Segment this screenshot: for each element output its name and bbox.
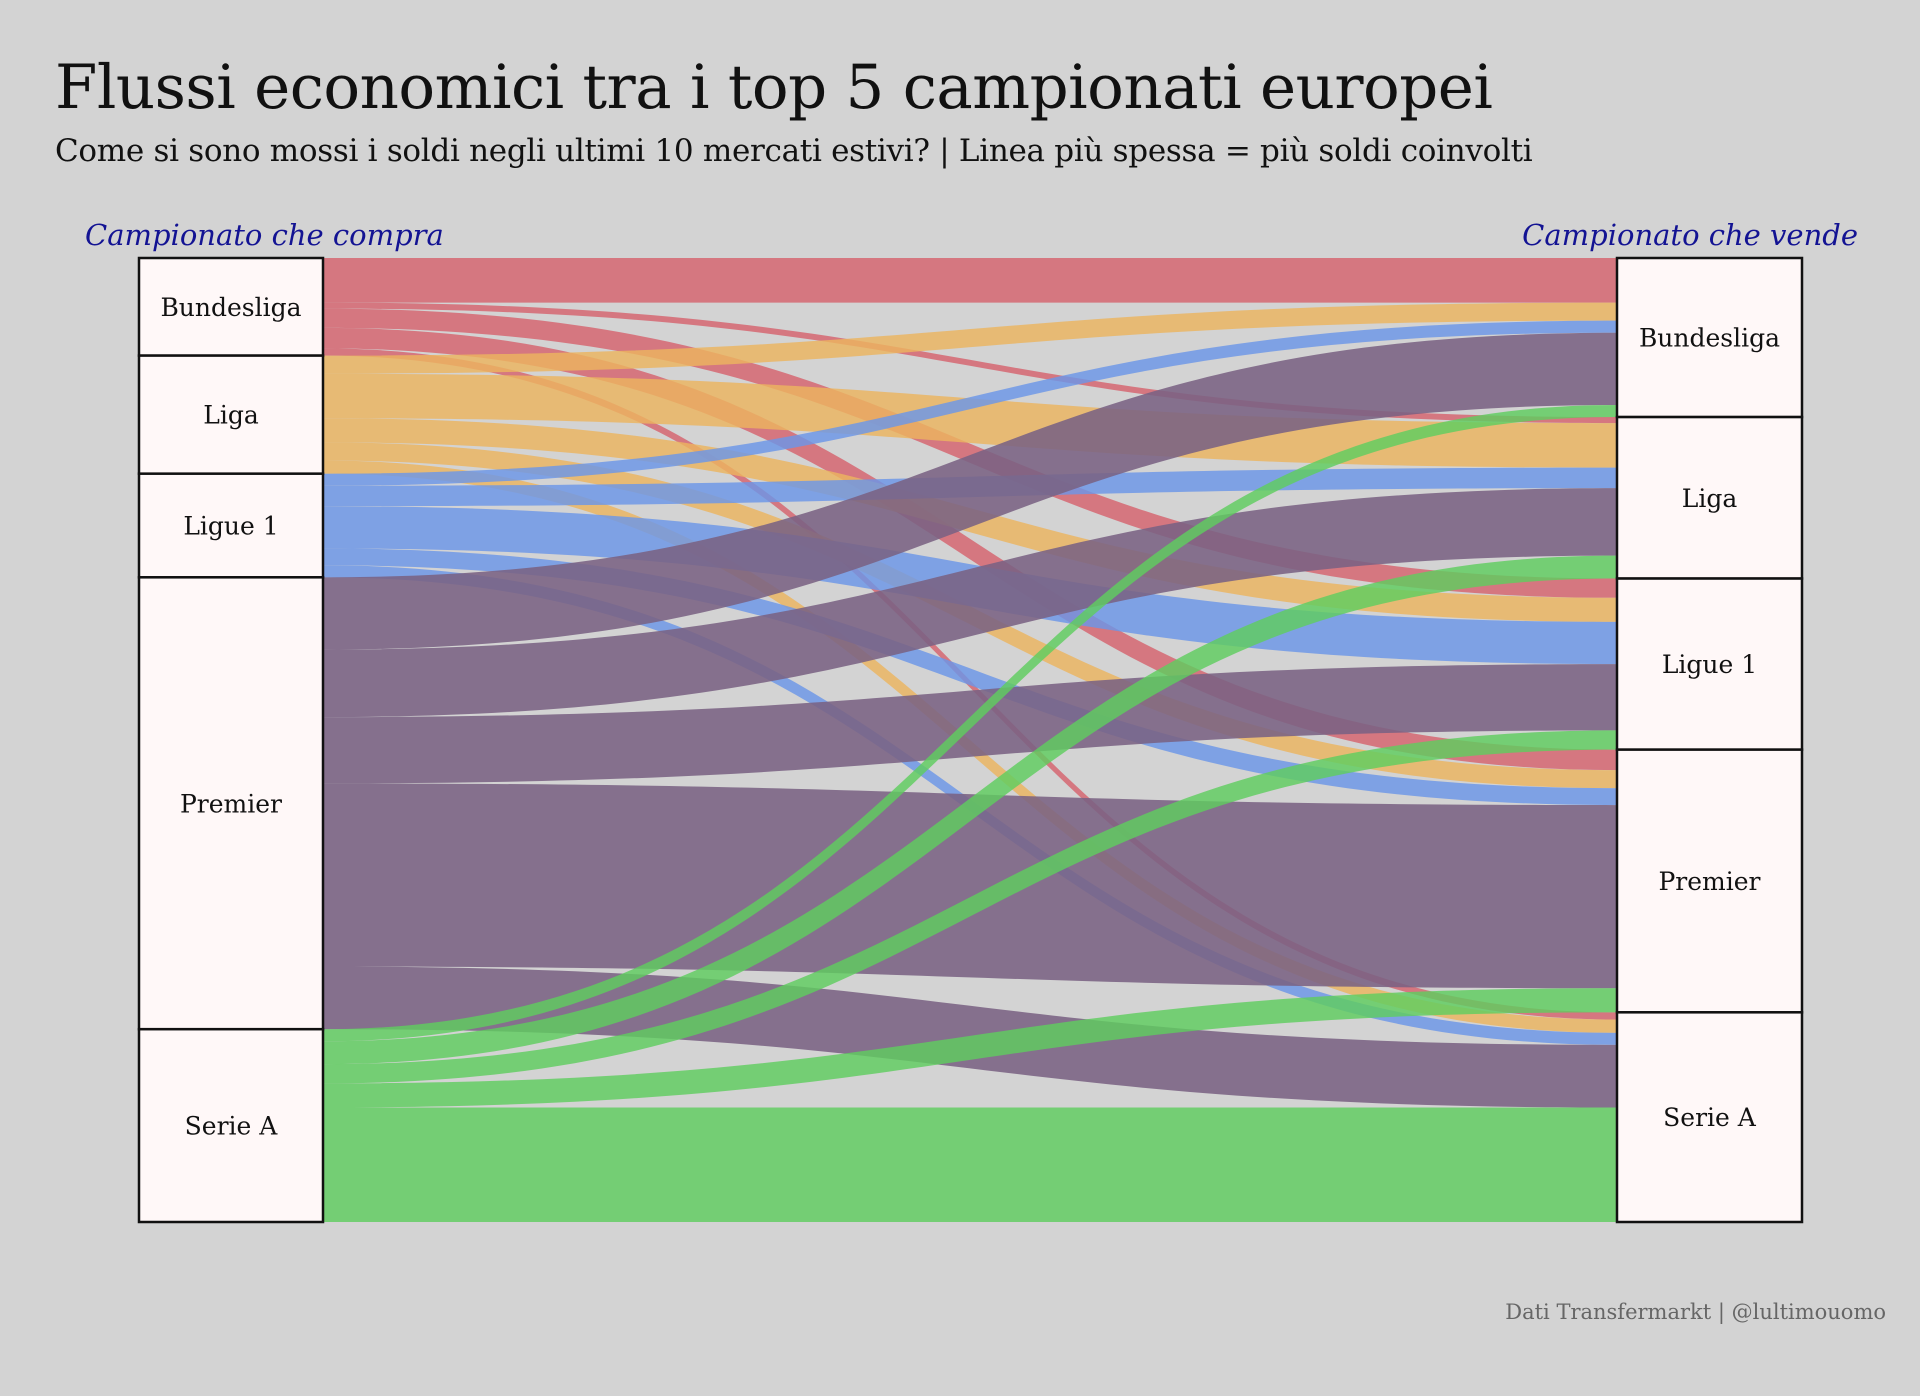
flow-bundesliga-to-liga [323, 302, 1617, 424]
flow-bundesliga-to-bundesliga [323, 258, 1617, 303]
flow-serie-a-to-premier [323, 988, 1617, 1108]
right-node-label-ligue-1: Ligue 1 [1662, 650, 1757, 679]
flow-premier-to-premier [323, 783, 1617, 989]
flow-bundesliga-to-premier [323, 327, 1617, 771]
right-node-label-bundesliga: Bundesliga [1639, 324, 1780, 353]
flow-group [323, 258, 1617, 1222]
node-group: Bundesliga Liga Ligue 1 Premier Serie A Bunde… [137, 256, 1804, 1224]
right-node-liga [1615, 415, 1804, 580]
right-node-label-serie-a: Serie A [1663, 1103, 1757, 1132]
flow-ligue-1-to-premier [323, 548, 1617, 806]
flow-serie-a-to-liga [323, 555, 1617, 1065]
flow-liga-to-bundesliga [323, 302, 1617, 374]
flow-ligue-1-to-bundesliga [323, 320, 1617, 486]
right-node-bundesliga [1615, 256, 1804, 419]
left-node-bundesliga [137, 256, 325, 357]
left-node-serie-a [137, 1027, 325, 1224]
left-node-ligue-1 [137, 472, 325, 579]
left-node-liga [137, 354, 325, 475]
right-node-label-liga: Liga [1682, 484, 1738, 513]
source-note: Dati Transfermarkt | @lultimouomo [1505, 1300, 1886, 1324]
left-node-label-bundesliga: Bundesliga [160, 293, 301, 322]
left-axis-label: Campionato che compra [85, 218, 444, 252]
right-axis-label: Campionato che vende [1522, 218, 1858, 252]
right-node-label-premier: Premier [1658, 867, 1760, 896]
flow-serie-a-to-serie-a [323, 1107, 1617, 1222]
left-node-label-premier: Premier [180, 789, 282, 818]
flow-premier-to-bundesliga [323, 332, 1617, 650]
flow-serie-a-to-ligue-1 [323, 730, 1617, 1084]
left-node-label-serie-a: Serie A [185, 1112, 279, 1141]
right-node-ligue-1 [1615, 577, 1804, 751]
right-node-serie-a [1615, 1011, 1804, 1224]
left-node-premier [137, 576, 325, 1031]
right-node-premier [1615, 748, 1804, 1014]
chart-subtitle: Come si sono mossi i soldi negli ultimi … [55, 133, 1533, 169]
flow-premier-to-liga [323, 488, 1617, 718]
left-node-label-ligue-1: Ligue 1 [183, 512, 278, 541]
flow-bundesliga-to-ligue-1 [323, 308, 1617, 598]
flow-serie-a-to-bundesliga [323, 405, 1617, 1042]
flow-liga-to-liga [323, 373, 1617, 468]
chart-title: Flussi economici tra i top 5 campionati … [55, 52, 1493, 123]
left-node-label-liga: Liga [203, 401, 259, 430]
